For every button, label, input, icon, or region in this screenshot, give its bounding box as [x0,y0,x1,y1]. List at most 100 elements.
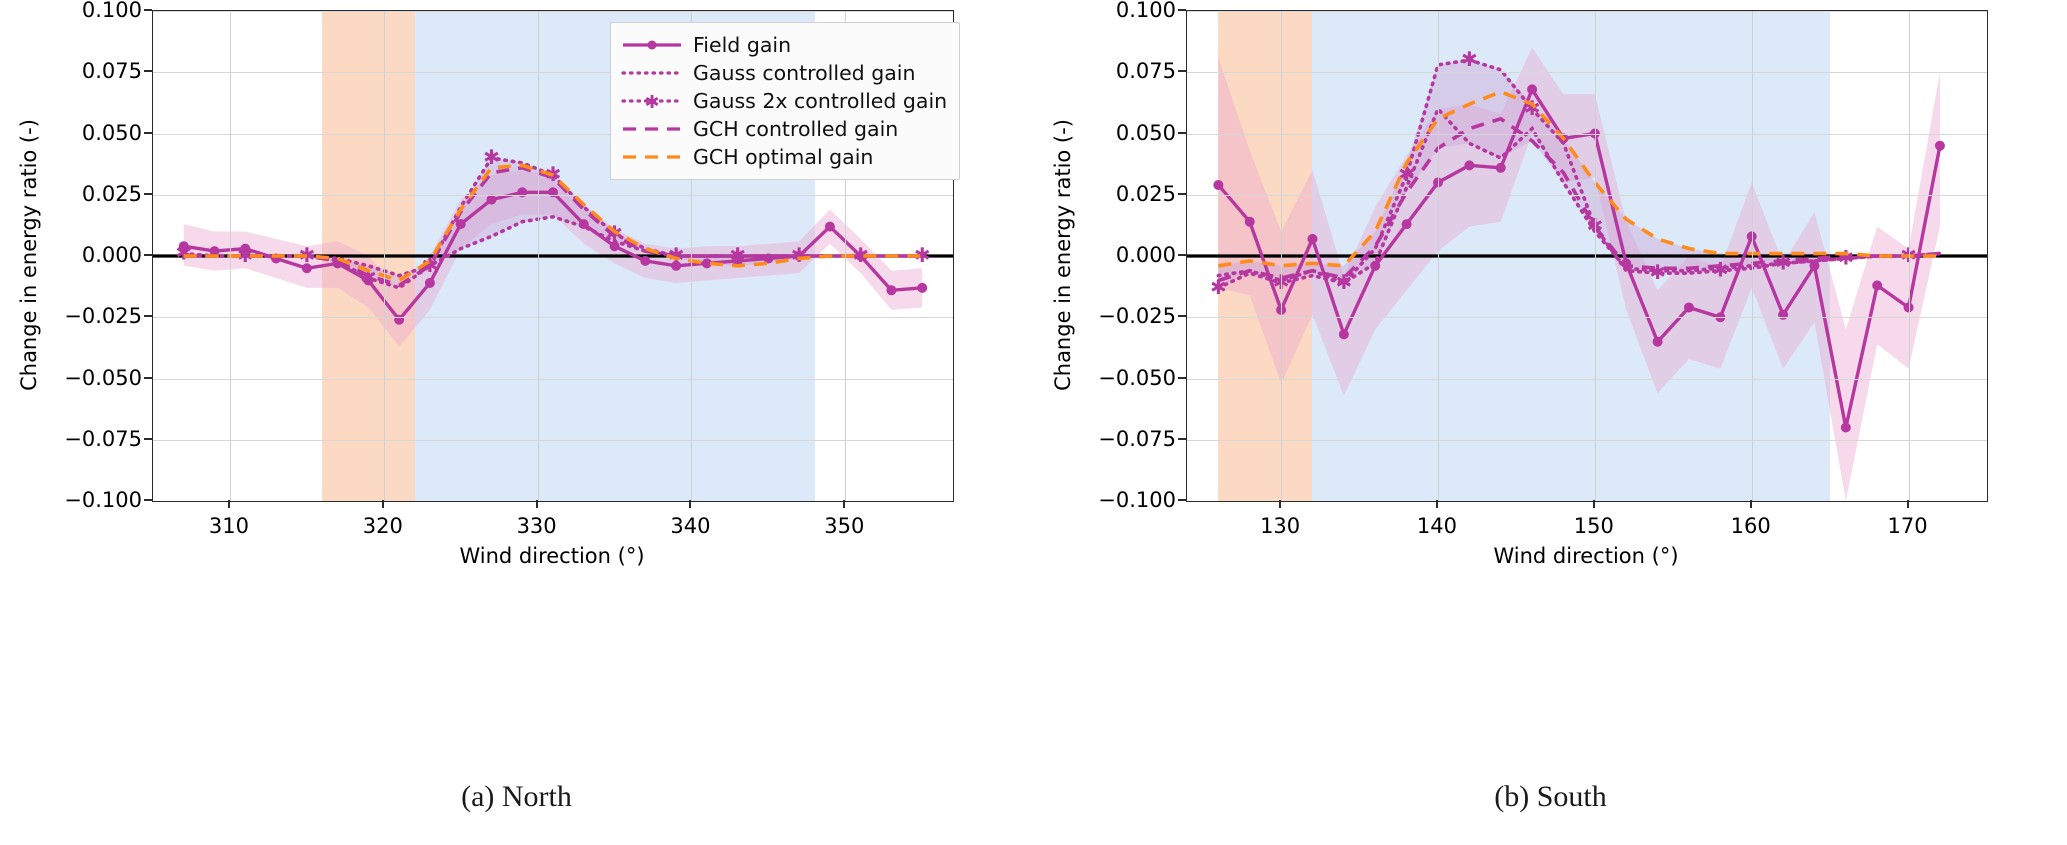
x-axis-ticks-b: 130 140 150 160 170 [1186,500,1986,546]
legend-item-label: GCH controlled gain [693,117,899,141]
y-tick-label: −0.100 [64,488,142,512]
legend-item[interactable]: Field gain [621,31,947,59]
gridline-vertical [1751,11,1753,501]
x-tick-mark [689,500,692,508]
y-tick-mark [144,70,152,73]
series-marker-star: ✱ [914,243,931,267]
x-tick-mark [1906,500,1909,508]
x-axis-ticks-a: 310 320 330 340 350 [152,500,952,546]
y-tick-mark [1178,192,1186,195]
legend-item[interactable]: ✱ Gauss 2x controlled gain [621,87,947,115]
confidence-band [1218,47,1940,501]
series-marker-star: ✱ [175,241,192,265]
x-tick-label: 150 [1573,514,1614,538]
y-tick-label: 0.025 [1115,181,1176,206]
y-tick-label: −0.075 [1098,426,1176,451]
y-tick-label: 0.000 [81,243,142,267]
x-tick-label: 160 [1730,514,1771,538]
y-tick-label: 0.075 [1115,59,1176,84]
series-marker-dot [455,219,466,230]
series-marker-dot [886,285,897,296]
y-tick-mark [1178,254,1186,256]
series-marker-dot [486,194,497,205]
series-line [1216,58,1942,290]
gridline-vertical [1437,11,1439,501]
y-tick-mark [1178,437,1186,440]
series-marker-dot [301,263,312,274]
series-canvas: ✱ ✱ ✱✱✱✱✱✱✱ ✱ ✱ ✱ ✱ [153,145,953,347]
y-tick-mark [144,9,152,11]
y-tick-mark [144,315,152,318]
gridline-horizontal [1187,11,1987,12]
y-axis-ticks-a: −0.100 −0.075 −0.050 −0.025 0.000 0.025 0.050 0… [40,0,152,512]
x-tick-mark [1749,500,1752,508]
y-tick-mark [144,192,152,195]
y-tick-mark [144,437,152,440]
x-tick-label: 140 [1416,514,1458,538]
series-marker-dot [732,255,743,266]
series-marker-star: ✱ [1712,258,1729,282]
legend-item[interactable]: GCH controlled gain [621,115,947,143]
y-tick-label: −0.050 [1098,365,1176,390]
series-marker-dot [1652,336,1663,347]
gridline-horizontal [1187,194,1987,196]
y-tick-mark [1178,376,1186,379]
series-marker-dot [517,187,528,198]
y-tick-mark [1178,499,1186,501]
series-marker-dot [1872,280,1883,291]
panel-caption-south: (b) South [1494,780,1607,813]
y-tick-mark [1178,9,1186,11]
confidence-band [183,170,923,347]
legend-key-dashed-icon [621,120,683,138]
x-tick-mark [1279,500,1282,508]
gridline-vertical [1281,11,1283,501]
gridline-horizontal [1187,317,1987,319]
legend-key-dotted-icon [621,64,683,82]
series-marker-dot [671,260,682,271]
x-tick-label: 350 [824,514,865,538]
gridline-horizontal [153,439,953,441]
panel-south: Change in energy ratio (-) −0.100 −0.075−… [1034,0,2067,845]
x-tick-label: 310 [208,514,249,538]
panel-north: Change in energy ratio (-) −0.100 −0.075−… [0,0,1033,845]
y-tick-label: 0.050 [1115,120,1176,145]
gridline-horizontal [153,11,953,12]
legend-north: Field gain Gauss controlled gain ✱ Gauss 2x… [610,22,961,180]
series-marker-dot [1307,233,1318,244]
series-marker-dot [1840,422,1851,433]
series-marker-dot [917,282,928,293]
series-marker-dot [1401,219,1412,230]
gridline-vertical [229,11,231,501]
series-marker-dot [1527,84,1538,95]
legend-item[interactable]: Gauss controlled gain [621,59,947,87]
y-tick-mark [144,376,152,379]
y-tick-label: −0.100 [1098,488,1176,512]
panel-caption-north: (a) North [461,780,572,813]
series-marker-dot [209,246,220,257]
y-tick-label: −0.075 [64,426,142,451]
series-marker-star: ✱ [1398,162,1415,186]
series-marker-dot [394,314,405,325]
series-marker-star: ✱ [1461,47,1478,71]
y-tick-mark [144,499,152,501]
y-tick-label: 0.050 [81,120,142,145]
gridline-horizontal [1187,439,1987,441]
series-marker-dot [1778,309,1789,320]
gridline-vertical [845,11,847,501]
series-marker-dot [178,241,189,252]
gridline-horizontal [153,194,953,196]
series-marker-dot [548,187,558,198]
y-tick-label: −0.025 [1098,304,1176,329]
gridline-vertical [537,11,539,501]
gridline-horizontal [153,317,953,319]
series-marker-star: ✱ [1524,96,1541,120]
plot-area-south: ✱ ✱ ✱ ✱ ✱ ✱ ✱ ✱ ✱ ✱ ✱ ✱ [1186,10,1988,502]
model-spread-band [183,158,923,288]
x-tick-mark [381,500,384,508]
legend-item[interactable]: GCH optimal gain [621,143,947,171]
y-tick-mark [1178,70,1186,73]
y-tick-mark [144,131,152,134]
svg-text:✱: ✱ [644,92,659,110]
series-line [183,163,923,283]
series-marker-star: ✱ [298,243,315,267]
